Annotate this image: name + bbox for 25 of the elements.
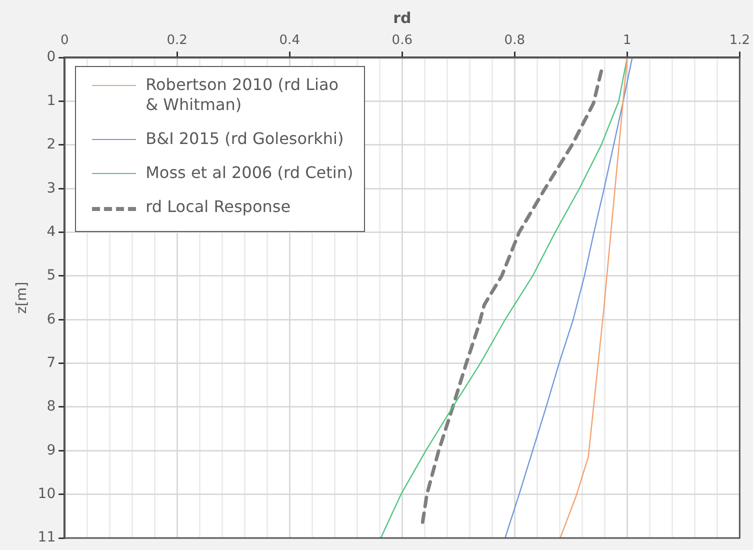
legend-label: rd Local Response xyxy=(146,196,291,217)
x-tick-label: 1.2 xyxy=(729,33,750,48)
x-tick-label: 0 xyxy=(60,33,69,48)
legend-label: Robertson 2010 (rd Liao & Whitman) xyxy=(146,74,340,115)
x-tick-label: 1 xyxy=(623,33,632,48)
x-tick-label: 0.8 xyxy=(504,33,525,48)
x-axis-title: rd xyxy=(393,8,412,27)
y-tick-label: 10 xyxy=(38,486,56,502)
y-tick-label: 2 xyxy=(46,136,56,153)
x-tick-label: 0.2 xyxy=(166,33,188,48)
y-tick-label: 1 xyxy=(46,92,56,109)
y-tick-label: 4 xyxy=(46,224,56,240)
x-tick-label: 0.6 xyxy=(392,33,412,48)
x-tick-label: 0.4 xyxy=(279,33,300,48)
y-tick-label: 8 xyxy=(46,398,56,415)
y-tick-label: 5 xyxy=(46,268,56,284)
legend-label: Moss et al 2006 (rd Cetin) xyxy=(146,162,354,183)
y-axis-title: z[m] xyxy=(14,282,30,314)
y-tick-label: 0 xyxy=(46,49,56,66)
y-tick-label: 11 xyxy=(38,530,56,546)
y-tick-label: 7 xyxy=(46,354,56,371)
y-tick-label: 6 xyxy=(46,311,56,328)
y-tick-label: 3 xyxy=(46,180,56,196)
legend-label: B&I 2015 (rd Golesorkhi) xyxy=(146,128,344,149)
y-tick-label: 9 xyxy=(46,442,56,458)
